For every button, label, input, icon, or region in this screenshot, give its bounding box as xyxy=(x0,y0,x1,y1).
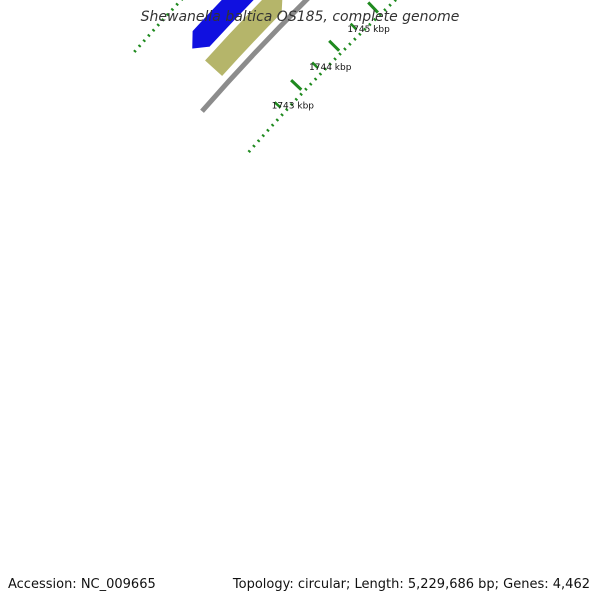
gene-feature-minus-strand-1[interactable] xyxy=(191,0,308,50)
tick-label: 1745 kbp xyxy=(347,25,390,35)
minor-tick-mark xyxy=(349,22,358,31)
map-title: Shewanella baltica OS185, complete genom… xyxy=(140,9,460,25)
minor-tick-mark xyxy=(311,61,319,69)
accession-text: Accession: NC_009665 xyxy=(8,577,156,592)
tick-mark xyxy=(290,79,303,91)
tick-mark xyxy=(328,39,341,52)
backbone-layer xyxy=(200,0,310,113)
genome-backbone xyxy=(200,0,310,113)
gene-layer xyxy=(191,0,308,78)
gene-feature-plus-strand-0[interactable] xyxy=(203,0,284,78)
minor-tick-mark xyxy=(273,101,282,109)
tick-mark xyxy=(367,1,379,14)
tick-label: 1743 kbp xyxy=(272,102,315,112)
tick-label: 1744 kbp xyxy=(309,63,352,73)
genome-summary-text: Topology: circular; Length: 5,229,686 bp… xyxy=(232,577,590,592)
